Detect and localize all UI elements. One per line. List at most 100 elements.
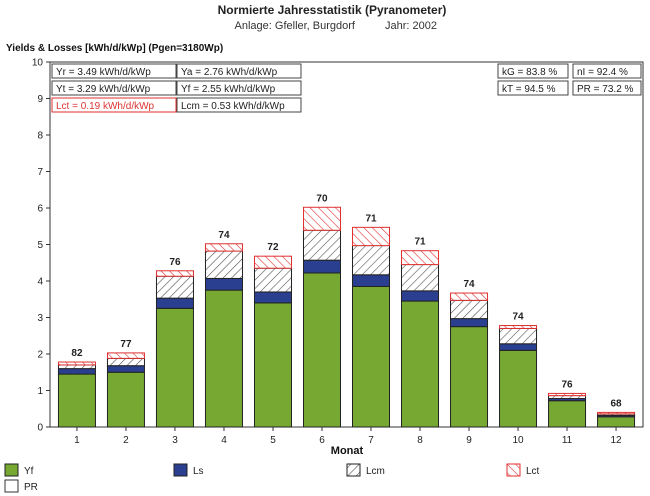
bar-segment-lct bbox=[352, 226, 391, 247]
y-tick-label: 8 bbox=[37, 131, 43, 142]
x-tick-label: 4 bbox=[221, 435, 227, 446]
stats-boxes: Yr = 3.49 kWh/d/kWp Ya = 2.76 kWh/d/kWp … bbox=[51, 63, 642, 113]
bar-segment-lcm bbox=[499, 327, 538, 345]
bar-segment-ls bbox=[450, 318, 489, 328]
x-tick-label: 12 bbox=[610, 435, 622, 446]
bar-segment-lcm bbox=[253, 267, 292, 293]
legend-swatch-pr bbox=[4, 479, 19, 493]
chart-title: Normierte Jahresstatistik (Pyranometer) bbox=[218, 3, 447, 17]
pr-label: 76 bbox=[561, 379, 573, 390]
stat-lcm: Lcm = 0.53 kWh/d/kWp bbox=[181, 101, 285, 112]
bar-segment-lct bbox=[253, 255, 292, 269]
pr-label: 71 bbox=[414, 237, 426, 248]
bar-segment-lct bbox=[106, 352, 145, 359]
bar-segment-lcm bbox=[352, 245, 391, 276]
x-tick-label: 3 bbox=[172, 435, 178, 446]
stat-box-kt bbox=[497, 80, 569, 96]
bar-segment-lct bbox=[499, 325, 538, 329]
y-ticks: 0 1 2 3 4 5 6 7 8 9 10 bbox=[32, 58, 50, 434]
bar-segment-ls bbox=[401, 290, 440, 302]
pr-label: 74 bbox=[512, 312, 524, 323]
stat-box-lct bbox=[51, 97, 177, 113]
legend: Yf Ls Lcm Lct PR bbox=[4, 463, 540, 493]
stat-box-yf bbox=[176, 80, 302, 96]
y-axis-label: Yields & Losses [kWh/d/kWp] (Pgen=3180Wp… bbox=[6, 43, 223, 54]
stat-box-yt bbox=[51, 80, 177, 96]
bar-segment-lct bbox=[302, 206, 341, 231]
bar-segment-ls bbox=[204, 277, 243, 291]
x-tick-label: 10 bbox=[512, 435, 524, 446]
pr-label: 70 bbox=[316, 193, 328, 204]
bar-segment-lct bbox=[57, 361, 96, 366]
bar-segment-yf bbox=[106, 371, 145, 428]
legend-swatch-yf bbox=[4, 463, 19, 477]
stat-pr: PR = 73.2 % bbox=[577, 84, 634, 95]
x-tick-label: 7 bbox=[368, 435, 374, 446]
pr-label: 76 bbox=[169, 257, 181, 268]
y-tick-label: 6 bbox=[37, 204, 43, 215]
stat-lct: Lct = 0.19 kWh/d/kWp bbox=[56, 101, 155, 112]
bar-segment-ls bbox=[57, 368, 96, 375]
y-tick-label: 4 bbox=[37, 277, 43, 288]
y-tick-label: 0 bbox=[37, 423, 43, 434]
y-tick-label: 10 bbox=[32, 58, 44, 69]
x-ticks: 1 2 3 4 5 6 7 8 9 10 11 12 bbox=[74, 427, 622, 446]
bar-segment-lcm bbox=[106, 357, 145, 367]
y-tick-label: 5 bbox=[37, 240, 43, 251]
y-tick-label: 1 bbox=[37, 386, 43, 397]
bar-segment-lcm bbox=[302, 229, 341, 261]
bar-segment-lct bbox=[204, 243, 243, 252]
y-tick-label: 9 bbox=[37, 94, 43, 105]
chart-subtitle-plant: Anlage: Gfeller, Burgdorf bbox=[235, 20, 356, 32]
pr-label: 74 bbox=[463, 279, 475, 290]
x-tick-label: 11 bbox=[562, 435, 573, 446]
legend-label-ls: Ls bbox=[193, 466, 204, 477]
x-tick-label: 8 bbox=[417, 435, 423, 446]
pr-label: 74 bbox=[218, 230, 230, 241]
bars: 82 77 76 74 72 70 71 71 74 74 76 68 bbox=[57, 193, 636, 428]
bar-segment-lct bbox=[548, 392, 587, 397]
bar-segment-ls bbox=[106, 365, 145, 373]
y-tick-label: 7 bbox=[37, 167, 43, 178]
bar-segment-yf bbox=[352, 285, 391, 428]
stat-box-yr bbox=[51, 63, 177, 79]
bar-segment-yf bbox=[597, 416, 636, 428]
bar-segment-lct bbox=[597, 411, 636, 415]
bar-segment-yf bbox=[401, 300, 440, 428]
bar-segment-yf bbox=[204, 289, 243, 428]
legend-swatch-ls bbox=[173, 463, 188, 477]
stat-box-lcm bbox=[176, 97, 302, 113]
x-tick-label: 2 bbox=[123, 435, 129, 446]
bar-segment-ls bbox=[499, 343, 538, 351]
legend-label-lct: Lct bbox=[526, 466, 540, 477]
legend-swatch-lcm bbox=[346, 463, 361, 477]
y-tick-label: 2 bbox=[37, 350, 43, 361]
stat-kt: kT = 94.5 % bbox=[502, 84, 556, 95]
stat-yr: Yr = 3.49 kWh/d/kWp bbox=[56, 67, 151, 78]
legend-label-yf: Yf bbox=[24, 466, 34, 477]
bar-segment-ls bbox=[253, 291, 292, 304]
bar-segment-yf bbox=[302, 272, 341, 428]
bar-segment-yf bbox=[450, 326, 489, 428]
stat-box-ya bbox=[176, 63, 302, 79]
pr-label: 77 bbox=[120, 339, 132, 350]
bar-segment-yf bbox=[155, 307, 194, 428]
bar-segment-lcm bbox=[155, 275, 194, 299]
bar-segment-lcm bbox=[450, 299, 489, 320]
legend-label-pr: PR bbox=[24, 482, 38, 493]
bar-segment-ls bbox=[352, 274, 391, 287]
x-axis-label: Monat bbox=[331, 445, 364, 457]
bar-segment-lcm bbox=[57, 364, 96, 370]
bar-segment-ls bbox=[155, 297, 194, 309]
pr-label: 72 bbox=[267, 242, 279, 253]
x-tick-label: 6 bbox=[319, 435, 325, 446]
x-tick-label: 9 bbox=[466, 435, 472, 446]
y-tick-label: 3 bbox=[37, 313, 43, 324]
stat-kg: kG = 83.8 % bbox=[502, 67, 557, 78]
bar-segment-yf bbox=[499, 349, 538, 428]
stat-yt: Yt = 3.29 kWh/d/kWp bbox=[56, 84, 151, 95]
stat-box-pr bbox=[572, 80, 642, 96]
stat-box-nl bbox=[572, 63, 642, 79]
